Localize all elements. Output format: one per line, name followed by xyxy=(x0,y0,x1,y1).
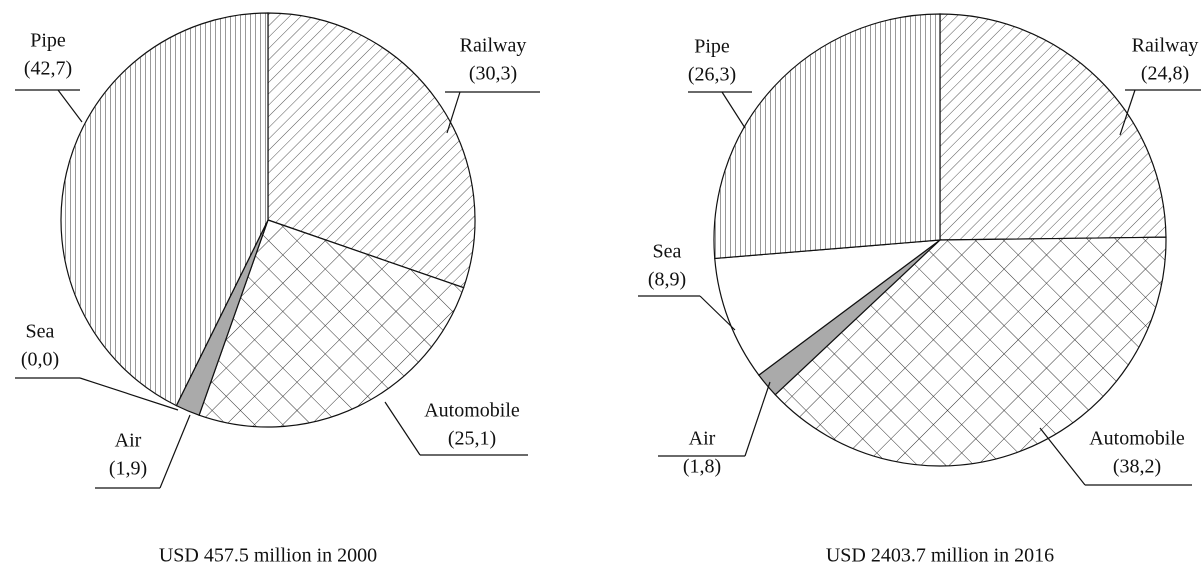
leader-line xyxy=(79,377,179,411)
chart-title: USD 457.5 million in 2000 xyxy=(159,545,377,567)
pie-slice xyxy=(714,239,943,376)
slice-name: Sea xyxy=(653,241,682,263)
leader-line xyxy=(159,414,191,489)
slice-value-label: (8,9) xyxy=(648,269,686,291)
slice-value-label: (38,2) xyxy=(1113,456,1161,478)
leader-line xyxy=(384,401,421,456)
leader-line xyxy=(1039,427,1086,486)
leader-line xyxy=(1119,89,1136,136)
slice-value-label: (1,8) xyxy=(683,456,721,478)
slice-value-label: (0,0) xyxy=(21,349,59,371)
slice-name: Air xyxy=(689,428,716,450)
pie-slice xyxy=(198,219,465,428)
leader-line xyxy=(57,89,83,123)
leader-line xyxy=(446,91,461,134)
slice-name: Air xyxy=(115,430,142,452)
slice-value-label: (24,8) xyxy=(1141,63,1189,85)
slice-name: Sea xyxy=(26,321,55,343)
slice-value-label: (26,3) xyxy=(688,64,736,86)
slice-name: Automobile xyxy=(1089,428,1185,450)
slice-value-label: (25,1) xyxy=(448,428,496,450)
leader-line xyxy=(699,295,736,331)
leader-line xyxy=(744,381,771,457)
slice-name: Pipe xyxy=(694,36,730,58)
slice-name: Pipe xyxy=(30,30,66,52)
pie-slice xyxy=(774,236,1167,467)
pie-slice xyxy=(60,12,269,407)
slice-name: Automobile xyxy=(424,400,520,422)
pie-slice xyxy=(713,13,941,260)
chart-title: USD 2403.7 million in 2016 xyxy=(826,545,1054,567)
slice-name: Railway xyxy=(1132,35,1199,57)
slice-value-label: (42,7) xyxy=(24,58,72,80)
slice-name: Railway xyxy=(460,35,527,57)
pie-slice xyxy=(939,13,1167,241)
slice-value-label: (1,9) xyxy=(109,458,147,480)
pie-slice xyxy=(267,12,476,289)
slice-value-label: (30,3) xyxy=(469,63,517,85)
leader-line xyxy=(721,91,746,129)
